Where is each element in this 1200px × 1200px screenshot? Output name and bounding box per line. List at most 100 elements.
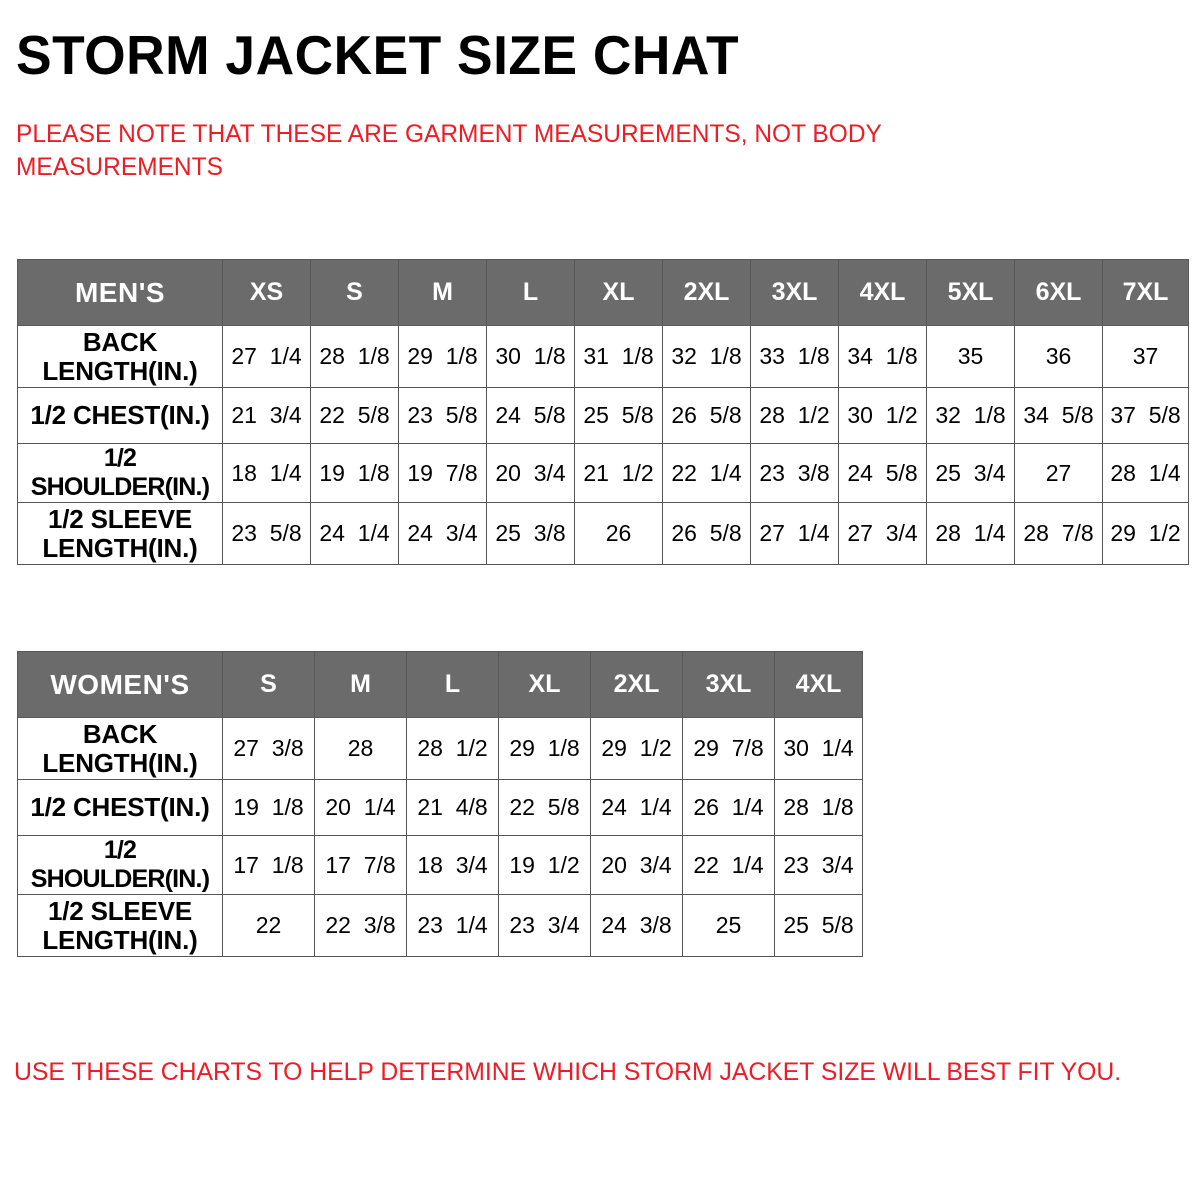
womens-cell-shoulder-m: 17 7/8 <box>314 835 407 895</box>
mens-cell-sleeve-xl: 26 <box>574 502 663 565</box>
mens-size-header-7xl: 7XL <box>1102 259 1189 326</box>
mens-cell-sleeve-s: 24 1/4 <box>310 502 399 565</box>
mens-size-header-xs: XS <box>222 259 311 326</box>
womens-row-label-sleeve-length: 1/2 SLEEVE LENGTH(IN.) <box>17 894 223 957</box>
mens-size-header-4xl: 4XL <box>838 259 927 326</box>
mens-cell-shoulder-5xl: 25 3/4 <box>926 443 1015 503</box>
womens-cell-back-length-4xl: 30 1/4 <box>774 717 863 780</box>
mens-cell-back-length-7xl: 37 <box>1102 325 1189 388</box>
womens-size-header-s: S <box>222 651 315 718</box>
womens-cell-back-length-xl: 29 1/8 <box>498 717 591 780</box>
womens-cell-sleeve-m: 22 3/8 <box>314 894 407 957</box>
mens-cell-shoulder-4xl: 24 5/8 <box>838 443 927 503</box>
womens-size-header-4xl: 4XL <box>774 651 863 718</box>
mens-cell-chest-4xl: 30 1/2 <box>838 387 927 444</box>
womens-cell-chest-3xl: 26 1/4 <box>682 779 775 836</box>
mens-cell-shoulder-xl: 21 1/2 <box>574 443 663 503</box>
womens-cell-shoulder-xl: 19 1/2 <box>498 835 591 895</box>
mens-row-label-sleeve-length: 1/2 SLEEVE LENGTH(IN.) <box>17 502 223 565</box>
womens-cell-shoulder-2xl: 20 3/4 <box>590 835 683 895</box>
garment-measurement-note: PLEASE NOTE THAT THESE ARE GARMENT MEASU… <box>16 120 882 181</box>
mens-cell-chest-5xl: 32 1/8 <box>926 387 1015 444</box>
mens-size-header-6xl: 6XL <box>1014 259 1103 326</box>
mens-cell-chest-s: 22 5/8 <box>310 387 399 444</box>
mens-cell-sleeve-3xl: 27 1/4 <box>750 502 839 565</box>
mens-cell-back-length-3xl: 33 1/8 <box>750 325 839 388</box>
mens-cell-shoulder-3xl: 23 3/8 <box>750 443 839 503</box>
table-row: 1/2 CHEST(IN.) 19 1/8 20 1/4 21 4/8 22 5… <box>17 779 863 836</box>
womens-size-header-xl: XL <box>498 651 591 718</box>
womens-table-body: BACK LENGTH(IN.) 27 3/8 28 28 1/2 29 1/8… <box>17 717 863 957</box>
mens-cell-chest-2xl: 26 5/8 <box>662 387 751 444</box>
womens-row-label-shoulder: 1/2 SHOULDER(IN.) <box>17 835 223 895</box>
mens-cell-sleeve-6xl: 28 7/8 <box>1014 502 1103 565</box>
mens-cell-shoulder-m: 19 7/8 <box>398 443 487 503</box>
table-row: 1/2 CHEST(IN.) 21 3/4 22 5/8 23 5/8 24 5… <box>17 387 1189 444</box>
fit-guidance-footer: USE THESE CHARTS TO HELP DETERMINE WHICH… <box>14 1058 1122 1086</box>
mens-size-header-5xl: 5XL <box>926 259 1015 326</box>
womens-cell-shoulder-3xl: 22 1/4 <box>682 835 775 895</box>
mens-cell-back-length-xs: 27 1/4 <box>222 325 311 388</box>
mens-size-header-xl: XL <box>574 259 663 326</box>
mens-table-body: BACK LENGTH(IN.) 27 1/4 28 1/8 29 1/8 30… <box>17 325 1189 565</box>
mens-cell-back-length-m: 29 1/8 <box>398 325 487 388</box>
mens-size-header-2xl: 2XL <box>662 259 751 326</box>
womens-cell-shoulder-s: 17 1/8 <box>222 835 315 895</box>
mens-cell-back-length-4xl: 34 1/8 <box>838 325 927 388</box>
mens-size-header-3xl: 3XL <box>750 259 839 326</box>
mens-cell-chest-3xl: 28 1/2 <box>750 387 839 444</box>
mens-cell-sleeve-xs: 23 5/8 <box>222 502 311 565</box>
mens-table-head: MEN'S XS S M L XL 2XL 3XL 4XL 5XL 6XL 7X… <box>17 259 1189 326</box>
mens-cell-shoulder-s: 19 1/8 <box>310 443 399 503</box>
mens-cell-back-length-6xl: 36 <box>1014 325 1103 388</box>
womens-cell-shoulder-l: 18 3/4 <box>406 835 499 895</box>
mens-cell-sleeve-2xl: 26 5/8 <box>662 502 751 565</box>
mens-cell-sleeve-l: 25 3/8 <box>486 502 575 565</box>
mens-cell-shoulder-2xl: 22 1/4 <box>662 443 751 503</box>
mens-size-header-m: M <box>398 259 487 326</box>
mens-corner-label: MEN'S <box>17 259 223 326</box>
womens-cell-chest-2xl: 24 1/4 <box>590 779 683 836</box>
womens-cell-sleeve-l: 23 1/4 <box>406 894 499 957</box>
mens-cell-back-length-2xl: 32 1/8 <box>662 325 751 388</box>
womens-cell-back-length-3xl: 29 7/8 <box>682 717 775 780</box>
mens-cell-chest-6xl: 34 5/8 <box>1014 387 1103 444</box>
mens-cell-sleeve-4xl: 27 3/4 <box>838 502 927 565</box>
womens-header-row: WOMEN'S S M L XL 2XL 3XL 4XL <box>17 651 863 718</box>
table-row: 1/2 SHOULDER(IN.) 17 1/8 17 7/8 18 3/4 1… <box>17 835 863 895</box>
table-row: BACK LENGTH(IN.) 27 1/4 28 1/8 29 1/8 30… <box>17 325 1189 388</box>
womens-size-header-3xl: 3XL <box>682 651 775 718</box>
womens-cell-chest-s: 19 1/8 <box>222 779 315 836</box>
page-title: STORM JACKET SIZE CHAT <box>16 24 740 86</box>
womens-corner-label: WOMEN'S <box>17 651 223 718</box>
womens-cell-chest-xl: 22 5/8 <box>498 779 591 836</box>
mens-cell-shoulder-l: 20 3/4 <box>486 443 575 503</box>
mens-cell-back-length-5xl: 35 <box>926 325 1015 388</box>
mens-row-label-back-length: BACK LENGTH(IN.) <box>17 325 223 388</box>
womens-size-header-2xl: 2XL <box>590 651 683 718</box>
mens-cell-sleeve-5xl: 28 1/4 <box>926 502 1015 565</box>
mens-size-header-l: L <box>486 259 575 326</box>
mens-size-table: MEN'S XS S M L XL 2XL 3XL 4XL 5XL 6XL 7X… <box>17 259 1189 565</box>
womens-cell-chest-l: 21 4/8 <box>406 779 499 836</box>
womens-size-table: WOMEN'S S M L XL 2XL 3XL 4XL BACK LENGTH… <box>17 651 863 957</box>
mens-cell-back-length-s: 28 1/8 <box>310 325 399 388</box>
mens-cell-shoulder-xs: 18 1/4 <box>222 443 311 503</box>
mens-cell-chest-7xl: 37 5/8 <box>1102 387 1189 444</box>
table-row: 1/2 SLEEVE LENGTH(IN.) 22 22 3/8 23 1/4 … <box>17 894 863 957</box>
womens-cell-back-length-2xl: 29 1/2 <box>590 717 683 780</box>
womens-cell-shoulder-4xl: 23 3/4 <box>774 835 863 895</box>
table-row: 1/2 SHOULDER(IN.) 18 1/4 19 1/8 19 7/8 2… <box>17 443 1189 503</box>
mens-header-row: MEN'S XS S M L XL 2XL 3XL 4XL 5XL 6XL 7X… <box>17 259 1189 326</box>
womens-cell-sleeve-2xl: 24 3/8 <box>590 894 683 957</box>
mens-size-header-s: S <box>310 259 399 326</box>
mens-cell-sleeve-m: 24 3/4 <box>398 502 487 565</box>
womens-cell-sleeve-xl: 23 3/4 <box>498 894 591 957</box>
womens-cell-sleeve-s: 22 <box>222 894 315 957</box>
mens-cell-shoulder-6xl: 27 <box>1014 443 1103 503</box>
womens-cell-back-length-s: 27 3/8 <box>222 717 315 780</box>
mens-cell-sleeve-7xl: 29 1/2 <box>1102 502 1189 565</box>
mens-cell-shoulder-7xl: 28 1/4 <box>1102 443 1189 503</box>
mens-cell-chest-xs: 21 3/4 <box>222 387 311 444</box>
womens-cell-back-length-m: 28 <box>314 717 407 780</box>
